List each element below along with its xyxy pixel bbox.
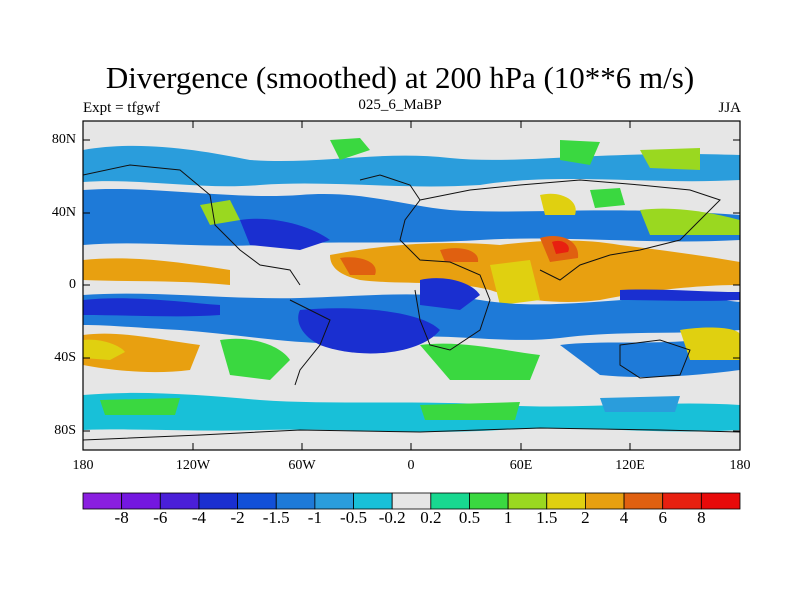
map-title: Divergence (smoothed) at 200 hPa (10**6 …: [105, 60, 695, 95]
colorbar-label: 8: [697, 508, 706, 527]
colorbar-swatch: [391, 492, 432, 510]
colorbar-label: -8: [114, 508, 129, 527]
x-tick-label: 120W: [175, 458, 211, 473]
x-tick-label: 0: [407, 458, 415, 473]
colorbar-label: 4: [619, 508, 629, 527]
colorbar-swatch: [585, 492, 625, 510]
y-tick-label: 0: [69, 277, 76, 292]
y-tick-label: 80S: [54, 423, 76, 438]
colorbar-swatch: [275, 492, 316, 510]
colorbar: [82, 492, 741, 510]
colorbar-swatch: [198, 492, 238, 510]
case-label: 025_6_MaBP: [358, 97, 442, 113]
colorbar-swatch: [121, 492, 161, 510]
colorbar-label: -0.5: [340, 508, 367, 527]
x-tick-label: 60W: [288, 458, 316, 473]
y-tick-label: 40S: [54, 350, 76, 365]
colorbar-swatch: [662, 492, 702, 510]
colorbar-label: 2: [581, 508, 590, 527]
colorbar-swatch: [430, 492, 470, 510]
colorbar-label: -0.2: [378, 508, 406, 527]
axis-ticks: [83, 121, 740, 450]
colorbar-label: -4: [191, 508, 207, 527]
colorbar-label: 0.2: [420, 508, 442, 527]
x-tick-label: 60E: [509, 458, 533, 473]
colorbar-label: 0.5: [458, 508, 481, 527]
x-tick-label: 180: [729, 458, 751, 473]
colorbar-swatch: [159, 492, 200, 510]
colorbar-swatch: [469, 492, 509, 510]
experiment-label: Expt = tfgwf: [83, 100, 160, 116]
colorbar-label: -6: [153, 508, 168, 527]
colorbar-swatch: [237, 492, 277, 510]
colorbar-swatch: [623, 492, 664, 510]
x-tick-label: 120E: [615, 458, 645, 473]
colorbar-swatch: [700, 492, 741, 510]
colorbar-label: -1: [307, 508, 322, 527]
y-tick-label: 40N: [51, 205, 76, 220]
colorbar-swatch: [353, 492, 393, 510]
colorbar-label: 1: [503, 508, 513, 527]
colorbar-label: 1.5: [536, 508, 558, 527]
contour-field: [83, 121, 740, 450]
colorbar-swatch: [546, 492, 586, 510]
y-tick-label: 80N: [51, 132, 76, 147]
colorbar-swatch: [314, 492, 354, 510]
x-tick-label: 180: [72, 458, 94, 473]
colorbar-label: 6: [658, 508, 667, 527]
colorbar-swatch: [82, 492, 123, 510]
colorbar-label: -2: [230, 508, 245, 527]
season-label: JJA: [718, 100, 741, 116]
colorbar-label: -1.5: [262, 508, 290, 527]
colorbar-swatch: [507, 492, 548, 510]
